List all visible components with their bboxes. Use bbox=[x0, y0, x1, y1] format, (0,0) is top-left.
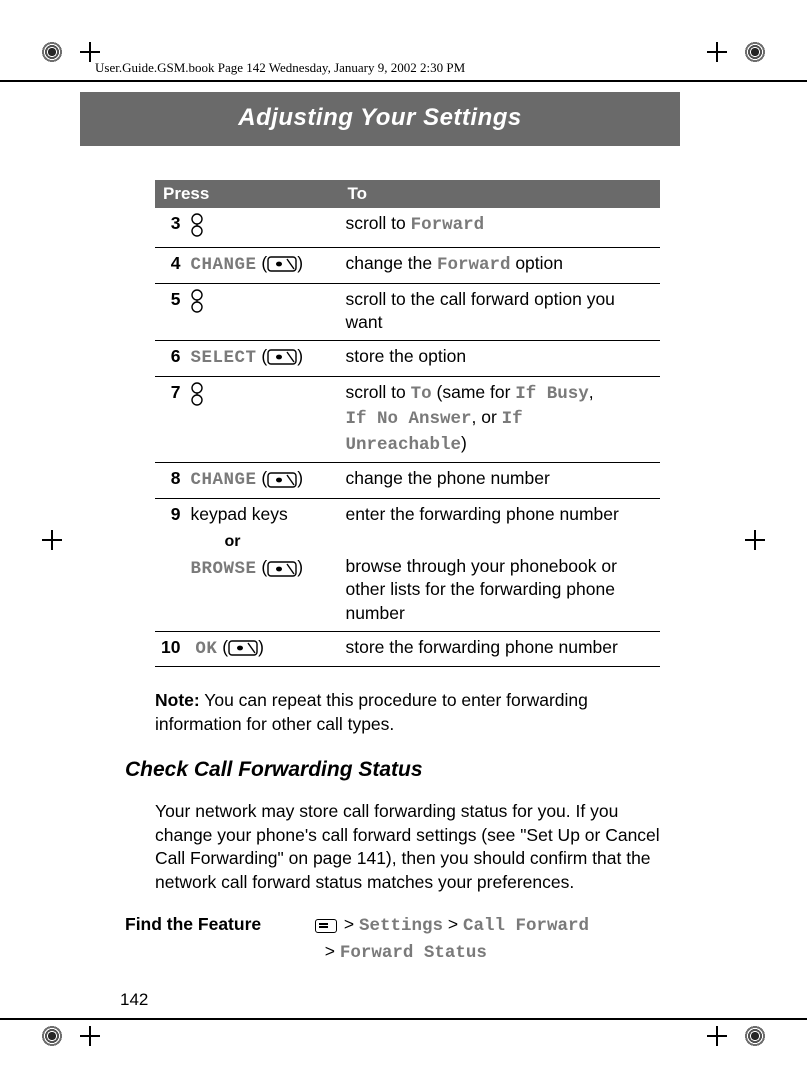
to-cell: scroll to To (same for If Busy, If No An… bbox=[339, 376, 660, 463]
page-number: 142 bbox=[120, 990, 148, 1010]
softkey-label: CHANGE bbox=[190, 255, 256, 275]
crop-mark-icon bbox=[42, 530, 62, 550]
registration-mark-icon bbox=[743, 1024, 767, 1048]
step-number: 8 bbox=[155, 463, 184, 499]
step-number: 10 bbox=[155, 631, 184, 667]
table-row: 9keypad keysorBROWSE ()enter the forward… bbox=[155, 499, 660, 632]
press-cell: SELECT () bbox=[184, 340, 339, 376]
crop-mark-icon bbox=[707, 42, 727, 62]
to-cell: enter the forwarding phone number browse … bbox=[339, 499, 660, 632]
softkey-label: OK bbox=[195, 639, 217, 659]
press-cell: OK () bbox=[184, 631, 339, 667]
running-header: User.Guide.GSM.book Page 142 Wednesday, … bbox=[95, 60, 692, 76]
or-label: or bbox=[202, 531, 262, 553]
to-cell: store the forwarding phone number bbox=[339, 631, 660, 667]
footer-rule bbox=[0, 1018, 807, 1020]
registration-mark-icon bbox=[40, 40, 64, 64]
softkey-icon bbox=[267, 472, 297, 488]
manual-page: User.Guide.GSM.book Page 142 Wednesday, … bbox=[0, 0, 807, 1088]
registration-mark-icon bbox=[40, 1024, 64, 1048]
chapter-banner: Adjusting Your Settings bbox=[80, 92, 680, 146]
press-cell: keypad keysorBROWSE () bbox=[184, 499, 339, 632]
path-settings: Settings bbox=[359, 916, 443, 936]
press-cell: CHANGE () bbox=[184, 248, 339, 284]
step-number: 5 bbox=[155, 283, 184, 340]
note-label: Note: bbox=[155, 690, 200, 710]
step-number: 6 bbox=[155, 340, 184, 376]
step-number: 3 bbox=[155, 208, 184, 248]
header-rule bbox=[0, 80, 807, 82]
press-cell bbox=[184, 376, 339, 463]
registration-mark-icon bbox=[743, 40, 767, 64]
scroll-icon bbox=[190, 381, 204, 411]
path-sep: > bbox=[344, 914, 359, 934]
find-feature-label: Find the Feature bbox=[125, 912, 315, 965]
press-cell bbox=[184, 208, 339, 248]
softkey-icon bbox=[267, 561, 297, 577]
step-number: 4 bbox=[155, 248, 184, 284]
menu-icon bbox=[315, 919, 337, 933]
to-text: browse through your phonebook or other l… bbox=[345, 555, 654, 626]
softkey-icon bbox=[267, 349, 297, 365]
table-row: 7 scroll to To (same for If Busy, If No A… bbox=[155, 376, 660, 463]
to-cell: store the option bbox=[339, 340, 660, 376]
scroll-icon bbox=[190, 212, 204, 242]
crop-mark-icon bbox=[80, 42, 100, 62]
softkey-label: CHANGE bbox=[190, 470, 256, 490]
to-cell: scroll to the call forward option you wa… bbox=[339, 283, 660, 340]
crop-mark-icon bbox=[707, 1026, 727, 1046]
table-row: 8CHANGE ()change the phone number bbox=[155, 463, 660, 499]
page-content: Press To 3scroll to Forward4CHANGE ()cha… bbox=[155, 180, 660, 965]
path-call-forward: Call Forward bbox=[463, 916, 589, 936]
step-number: 9 bbox=[155, 499, 184, 632]
path-sep: > bbox=[320, 941, 340, 961]
scroll-icon bbox=[190, 288, 204, 318]
section-body: Your network may store call forwarding s… bbox=[155, 800, 660, 895]
section-heading: Check Call Forwarding Status bbox=[125, 758, 660, 782]
press-cell: CHANGE () bbox=[184, 463, 339, 499]
note-text: You can repeat this procedure to enter f… bbox=[155, 690, 588, 734]
step-number: 7 bbox=[155, 376, 184, 463]
to-cell: change the Forward option bbox=[339, 248, 660, 284]
press-cell bbox=[184, 283, 339, 340]
softkey-label: BROWSE bbox=[190, 559, 256, 579]
softkey-icon bbox=[267, 256, 297, 272]
note-paragraph: Note: You can repeat this procedure to e… bbox=[155, 689, 660, 736]
col-to: To bbox=[339, 180, 660, 208]
steps-table: Press To 3scroll to Forward4CHANGE ()cha… bbox=[155, 180, 660, 667]
table-row: 6SELECT ()store the option bbox=[155, 340, 660, 376]
table-row: 3 scroll to Forward bbox=[155, 208, 660, 248]
crop-mark-icon bbox=[745, 530, 765, 550]
table-row: 4CHANGE ()change the Forward option bbox=[155, 248, 660, 284]
table-row: 10 OK ()store the forwarding phone numbe… bbox=[155, 631, 660, 667]
col-press: Press bbox=[155, 180, 339, 208]
crop-mark-icon bbox=[80, 1026, 100, 1046]
table-row: 5 scroll to the call forward option you w… bbox=[155, 283, 660, 340]
to-cell: scroll to Forward bbox=[339, 208, 660, 248]
menu-path: > Settings > Call Forward > Forward Stat… bbox=[315, 912, 589, 965]
find-the-feature: Find the Feature > Settings > Call Forwa… bbox=[155, 912, 660, 965]
softkey-label: SELECT bbox=[190, 348, 256, 368]
keypad-keys-label: keypad keys bbox=[190, 504, 287, 524]
path-sep: > bbox=[443, 914, 463, 934]
to-cell: change the phone number bbox=[339, 463, 660, 499]
to-text: enter the forwarding phone number bbox=[345, 503, 654, 527]
softkey-icon bbox=[228, 640, 258, 656]
path-forward-status: Forward Status bbox=[340, 943, 487, 963]
